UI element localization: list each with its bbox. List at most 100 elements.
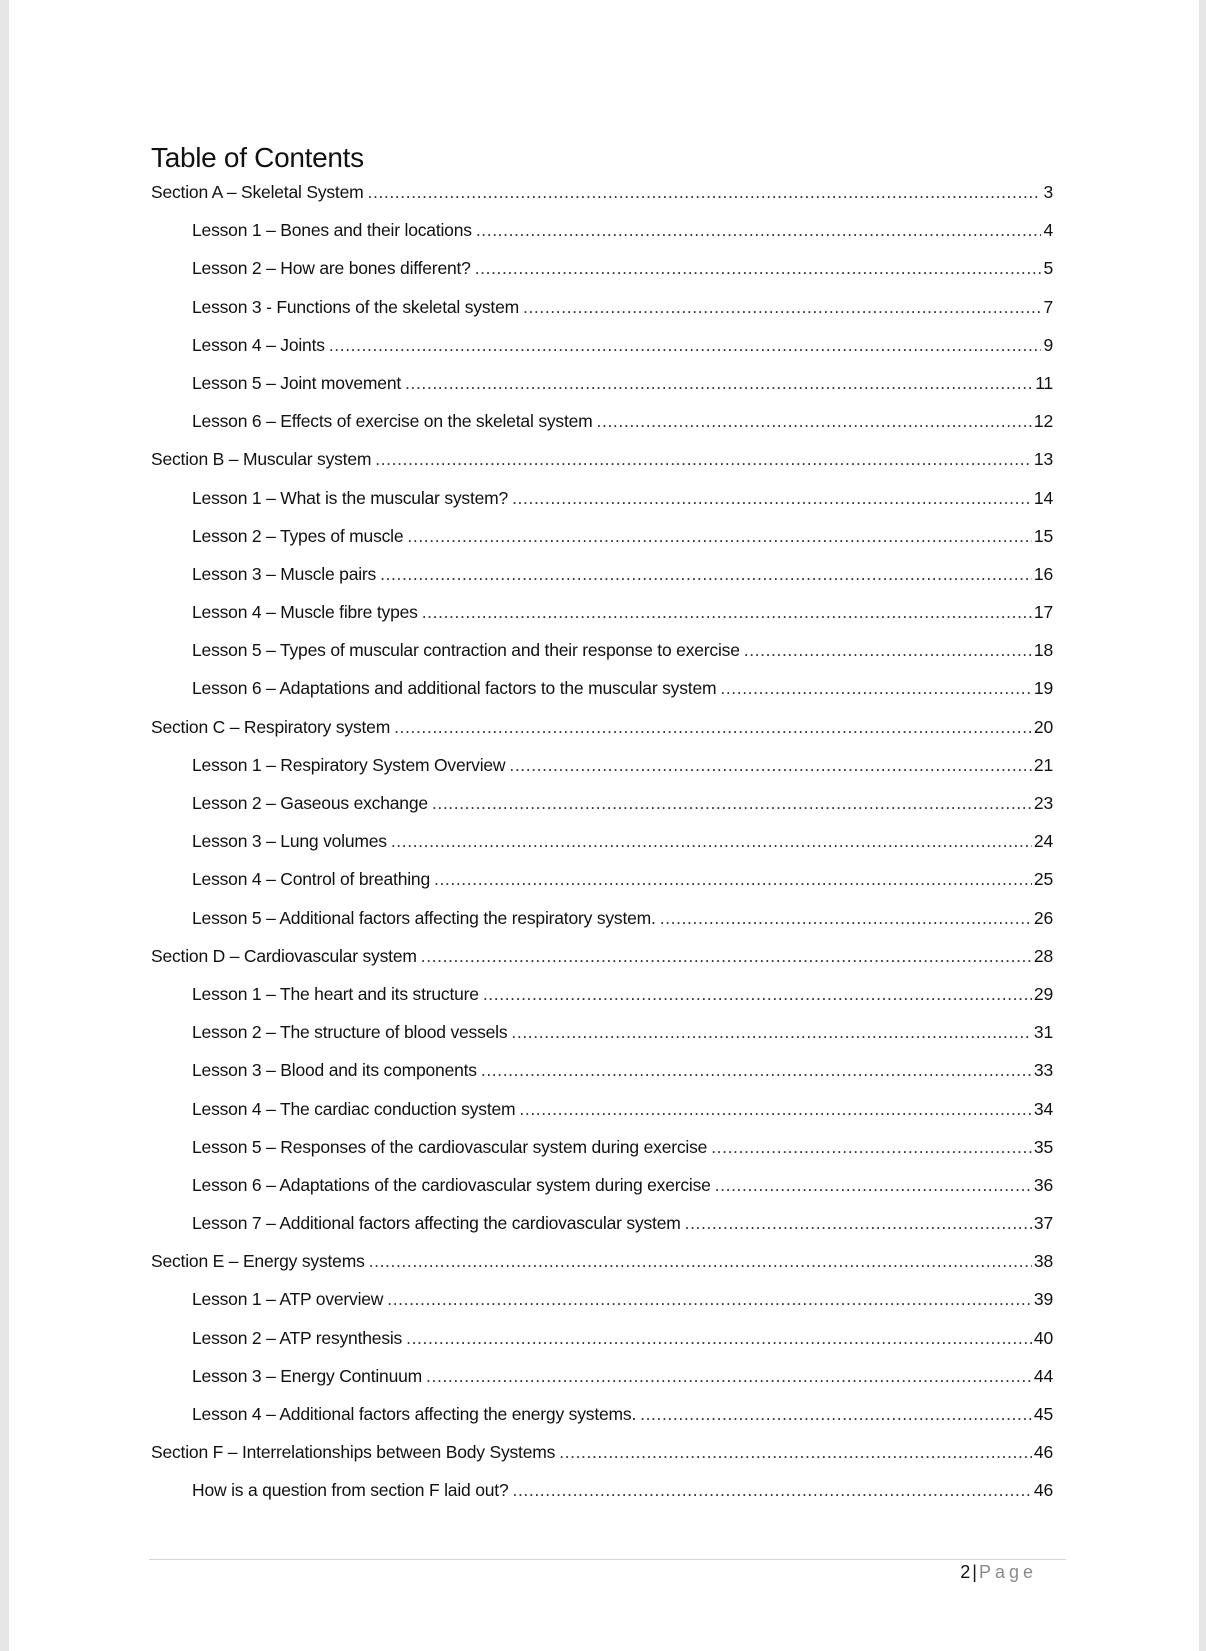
toc-entry-lesson[interactable]: Lesson 5 – Types of muscular contraction…	[151, 640, 1053, 678]
toc-entry-lesson[interactable]: Lesson 4 – Additional factors affecting …	[151, 1404, 1053, 1442]
toc-entry-lesson[interactable]: Lesson 5 – Responses of the cardiovascul…	[151, 1137, 1053, 1175]
dot-leader	[406, 1328, 1032, 1349]
dot-leader	[744, 640, 1032, 661]
page-word: Page	[978, 1562, 1037, 1582]
dot-leader	[476, 220, 1042, 241]
dot-leader	[511, 1022, 1032, 1043]
toc-entry-lesson[interactable]: How is a question from section F laid ou…	[151, 1480, 1053, 1518]
toc-entry-lesson[interactable]: Lesson 5 – Joint movement 11	[151, 373, 1053, 411]
toc-entry-lesson[interactable]: Lesson 2 – How are bones different? 5	[151, 258, 1053, 296]
dot-leader	[715, 1175, 1032, 1196]
footer-divider	[149, 1559, 1066, 1560]
toc-entry-page: 12	[1033, 411, 1053, 432]
toc-entry-lesson[interactable]: Lesson 3 – Blood and its components 33	[151, 1060, 1053, 1098]
dot-leader	[711, 1137, 1032, 1158]
toc-entry-page: 7	[1043, 296, 1053, 317]
toc-entry-section[interactable]: Section A – Skeletal System 3	[151, 182, 1053, 220]
toc-entry-page: 26	[1033, 907, 1053, 928]
toc-entry-page: 24	[1033, 831, 1053, 852]
toc-entry-lesson[interactable]: Lesson 1 – ATP overview 39	[151, 1289, 1053, 1327]
dot-leader	[329, 335, 1042, 356]
toc-entry-label: Lesson 5 – Responses of the cardiovascul…	[192, 1136, 708, 1157]
toc-entry-label: Lesson 2 – ATP resynthesis	[192, 1327, 403, 1348]
toc-entry-section[interactable]: Section F – Interrelationships between B…	[151, 1442, 1053, 1480]
toc-entry-lesson[interactable]: Lesson 4 – The cardiac conduction system…	[151, 1099, 1053, 1137]
toc-entry-page: 15	[1033, 525, 1053, 546]
toc-entry-page: 14	[1033, 487, 1053, 508]
toc-entry-page: 23	[1033, 793, 1053, 813]
toc-entry-lesson[interactable]: Lesson 4 – Control of breathing 25	[151, 869, 1053, 907]
toc-entry-section[interactable]: Section E – Energy systems 38	[151, 1251, 1053, 1289]
toc-entry-label: Lesson 7 – Additional factors affecting …	[192, 1213, 681, 1234]
toc-entry-page: 18	[1033, 640, 1053, 661]
dot-leader	[483, 984, 1032, 1005]
toc-entry-lesson[interactable]: Lesson 5 – Additional factors affecting …	[151, 908, 1053, 946]
toc-entry-section[interactable]: Section C – Respiratory system 20	[151, 717, 1053, 755]
toc-entry-label: Lesson 3 – Blood and its components	[192, 1060, 477, 1081]
toc-entry-lesson[interactable]: Lesson 1 – Respiratory System Overview 21	[151, 755, 1053, 793]
dot-leader	[422, 602, 1032, 623]
toc-entry-label: Lesson 2 – The structure of blood vessel…	[192, 1022, 508, 1043]
toc-entry-lesson[interactable]: Lesson 3 – Lung volumes 24	[151, 831, 1053, 869]
toc-entry-lesson[interactable]: Lesson 6 – Effects of exercise on the sk…	[151, 411, 1053, 449]
toc-entry-section[interactable]: Section B – Muscular system 13	[151, 449, 1053, 487]
toc-entry-label: Section D – Cardiovascular system	[151, 945, 417, 966]
toc-entry-label: Lesson 6 – Adaptations and additional fa…	[192, 678, 717, 699]
toc-entry-label: Lesson 6 – Effects of exercise on the sk…	[192, 411, 593, 432]
toc-entry-page: 21	[1033, 754, 1053, 775]
dot-leader	[407, 526, 1032, 547]
toc-entry-page: 29	[1033, 983, 1053, 1004]
toc-entry-label: Lesson 3 – Energy Continuum	[192, 1365, 423, 1386]
toc-entry-page: 16	[1033, 563, 1053, 584]
dot-leader	[720, 678, 1032, 699]
toc-entry-lesson[interactable]: Lesson 3 – Muscle pairs 16	[151, 564, 1053, 602]
toc-entry-section[interactable]: Section D – Cardiovascular system 28	[151, 946, 1053, 984]
toc-entry-page: 31	[1033, 1022, 1053, 1043]
toc-entry-label: Lesson 1 – The heart and its structure	[192, 983, 479, 1004]
toc-entry-lesson[interactable]: Lesson 1 – Bones and their locations 4	[151, 220, 1053, 258]
toc-entry-lesson[interactable]: Lesson 6 – Adaptations of the cardiovasc…	[151, 1175, 1053, 1213]
toc-entry-lesson[interactable]: Lesson 4 – Muscle fibre types 17	[151, 602, 1053, 640]
dot-leader	[559, 1442, 1032, 1463]
toc-entry-page: 20	[1033, 716, 1053, 737]
page-footer: 2 | Page	[960, 1562, 1037, 1583]
toc-entry-lesson[interactable]: Lesson 1 – The heart and its structure 29	[151, 984, 1053, 1022]
dot-leader	[434, 869, 1032, 890]
toc-entry-lesson[interactable]: Lesson 4 – Joints 9	[151, 335, 1053, 373]
dot-leader	[512, 488, 1032, 509]
toc-entry-page: 37	[1033, 1213, 1053, 1234]
page-number: 2	[960, 1562, 971, 1582]
toc-entry-page: 44	[1033, 1365, 1053, 1386]
toc-entry-page: 28	[1033, 945, 1053, 966]
toc-entry-label: Lesson 2 – Gaseous exchange	[192, 793, 428, 813]
toc-entry-lesson[interactable]: Lesson 3 - Functions of the skeletal sys…	[151, 297, 1053, 335]
dot-leader	[426, 1366, 1032, 1387]
toc-entry-page: 17	[1033, 602, 1053, 623]
toc-entry-lesson[interactable]: Lesson 2 – The structure of blood vessel…	[151, 1022, 1053, 1060]
toc-entry-label: Lesson 2 – Types of muscle	[192, 525, 404, 546]
toc-entry-label: Lesson 2 – How are bones different?	[192, 258, 471, 279]
dot-leader	[394, 717, 1032, 738]
toc-entry-lesson[interactable]: Lesson 2 – Gaseous exchange 23	[151, 793, 1053, 831]
toc-entry-page: 34	[1033, 1098, 1053, 1119]
dot-leader	[509, 755, 1032, 776]
toc-entry-label: How is a question from section F laid ou…	[192, 1480, 509, 1501]
toc-entry-label: Lesson 3 - Functions of the skeletal sys…	[192, 296, 519, 317]
toc-entry-label: Lesson 5 – Types of muscular contraction…	[192, 640, 740, 661]
toc-entry-page: 3	[1043, 182, 1053, 202]
toc-entry-lesson[interactable]: Lesson 2 – ATP resynthesis 40	[151, 1328, 1053, 1366]
toc-entry-lesson[interactable]: Lesson 2 – Types of muscle 15	[151, 526, 1053, 564]
toc-entry-lesson[interactable]: Lesson 6 – Adaptations and additional fa…	[151, 678, 1053, 716]
toc-entry-lesson[interactable]: Lesson 7 – Additional factors affecting …	[151, 1213, 1053, 1251]
toc-entry-page: 46	[1033, 1480, 1053, 1501]
dot-leader	[481, 1060, 1032, 1081]
dot-leader	[640, 1404, 1032, 1425]
toc-entry-label: Lesson 4 – Control of breathing	[192, 869, 430, 890]
toc-entry-lesson[interactable]: Lesson 1 – What is the muscular system? 1…	[151, 488, 1053, 526]
toc-entry-label: Section B – Muscular system	[151, 449, 372, 470]
toc-entry-page: 46	[1033, 1442, 1053, 1463]
toc-entry-page: 40	[1033, 1327, 1053, 1348]
toc-entry-page: 39	[1033, 1289, 1053, 1310]
toc-entry-lesson[interactable]: Lesson 3 – Energy Continuum 44	[151, 1366, 1053, 1404]
dot-leader	[523, 297, 1041, 318]
